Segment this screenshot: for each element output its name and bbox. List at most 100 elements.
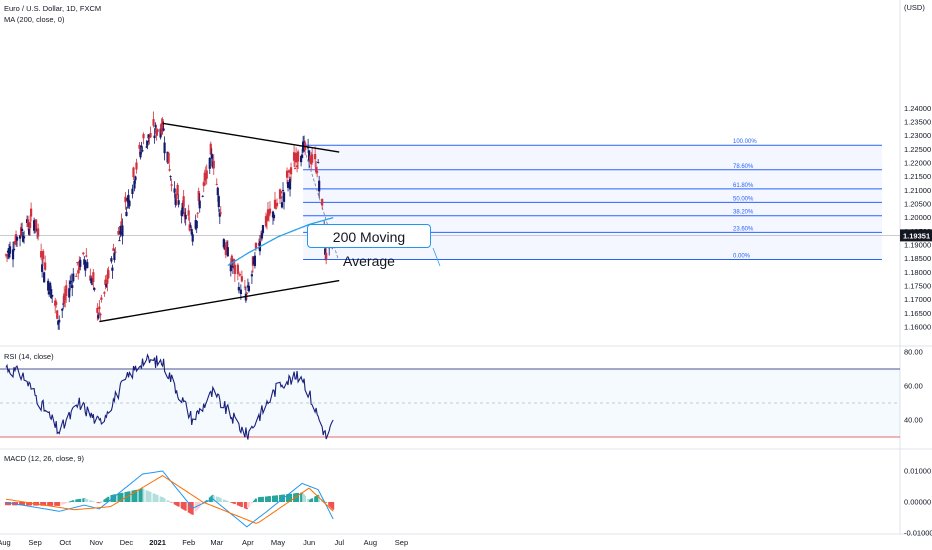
candle-body [37, 228, 40, 237]
candle-body [198, 200, 201, 209]
candle-body [173, 188, 176, 193]
candle [169, 175, 172, 181]
macd-histogram-bar [273, 495, 276, 502]
macd-histogram-bar [97, 502, 100, 503]
candle-body [97, 315, 100, 319]
candle-body [184, 214, 187, 220]
time-tick-label: Sep [395, 538, 408, 547]
candle-body [82, 252, 85, 255]
macd-histogram-bar [217, 497, 220, 502]
candle-body [92, 272, 95, 282]
candle-body [148, 136, 151, 139]
candle-body [64, 295, 67, 300]
candle [92, 269, 95, 290]
time-tick-label: Jun [303, 538, 315, 547]
candle [11, 241, 15, 268]
candle-body [311, 154, 314, 163]
candle [147, 134, 150, 143]
candle [99, 312, 102, 322]
candle-body [50, 289, 53, 299]
macd-histogram-bar [254, 498, 257, 502]
candle-body [217, 196, 220, 208]
macd-histogram-bar [68, 501, 71, 503]
candle [230, 254, 233, 267]
candle [237, 282, 240, 294]
macd-histogram-bar [85, 498, 88, 502]
price-tick-label: 1.21500 [904, 172, 931, 181]
macd-histogram-bar [30, 502, 33, 506]
candle [261, 224, 265, 235]
price-tick-label: 1.23000 [904, 131, 931, 140]
macd-histogram-bar [149, 492, 152, 502]
macd-histogram-bar [106, 497, 109, 502]
macd-histogram-bar [266, 496, 269, 502]
macd-histogram-bar [281, 494, 284, 502]
macd-histogram-bar [302, 493, 305, 502]
candle [85, 248, 88, 258]
currency-label: (USD) [904, 3, 925, 12]
macd-histogram-bar [243, 502, 246, 509]
candle-body [27, 228, 31, 235]
candle [43, 271, 46, 283]
macd-histogram-bar [180, 502, 183, 509]
candle-body [279, 191, 283, 194]
macd-histogram-bar [173, 502, 176, 505]
candle-body [5, 254, 9, 256]
candle [279, 190, 283, 199]
annotation-pointer [432, 247, 441, 267]
candle-body [47, 280, 50, 291]
macd-histogram-bar [161, 497, 164, 502]
macd-histogram-bar [247, 502, 250, 507]
macd-histogram-bar [61, 502, 64, 505]
candle-body [55, 301, 58, 305]
macd-histogram-bar [28, 502, 31, 506]
macd-histogram-bar [257, 497, 260, 502]
candle-body [104, 279, 107, 285]
candle-body [68, 288, 71, 298]
macd-histogram-bar [76, 499, 79, 502]
candle [316, 166, 319, 178]
fib-level-label: 61.80% [733, 183, 754, 189]
candle-body [79, 259, 82, 267]
macd-histogram-bar [188, 502, 191, 514]
macd-histogram-bar [224, 500, 227, 502]
candle-body [236, 264, 239, 275]
candle [238, 271, 241, 277]
macd-histogram-bar [50, 502, 53, 506]
macd-histogram-bar [148, 491, 151, 502]
candle [243, 279, 246, 291]
candle-body [268, 208, 272, 214]
candle-body [93, 287, 96, 290]
macd-histogram-bar [145, 490, 148, 502]
candle [254, 242, 258, 252]
candle [107, 266, 110, 279]
candle-body [107, 270, 110, 279]
candle [15, 235, 19, 248]
candle-body [294, 152, 298, 163]
candle-body [170, 184, 173, 186]
time-tick-label: 2021 [149, 538, 166, 547]
candle [65, 280, 68, 303]
candle [132, 166, 135, 181]
macd-histogram-bar [93, 501, 96, 503]
candle [26, 215, 30, 231]
candle-body [28, 222, 32, 229]
time-tick-label: Dec [120, 538, 134, 547]
candle-body [239, 289, 242, 294]
macd-histogram-bar [57, 502, 60, 506]
macd-histogram-bar [43, 502, 46, 506]
candle [240, 270, 243, 283]
candle-body [316, 171, 319, 173]
candle-body [12, 248, 16, 251]
candle-body [26, 219, 30, 227]
macd-histogram-bar [223, 499, 226, 502]
candle-body [99, 313, 102, 316]
fib-level-label: 50.00% [733, 196, 754, 202]
macd-histogram-bar [265, 496, 268, 502]
candle-body [282, 192, 286, 202]
candle-body [57, 320, 60, 325]
last-price-text: 1.19351 [903, 231, 930, 240]
time-tick-label: Apr [242, 538, 254, 547]
candle-body [293, 168, 297, 170]
